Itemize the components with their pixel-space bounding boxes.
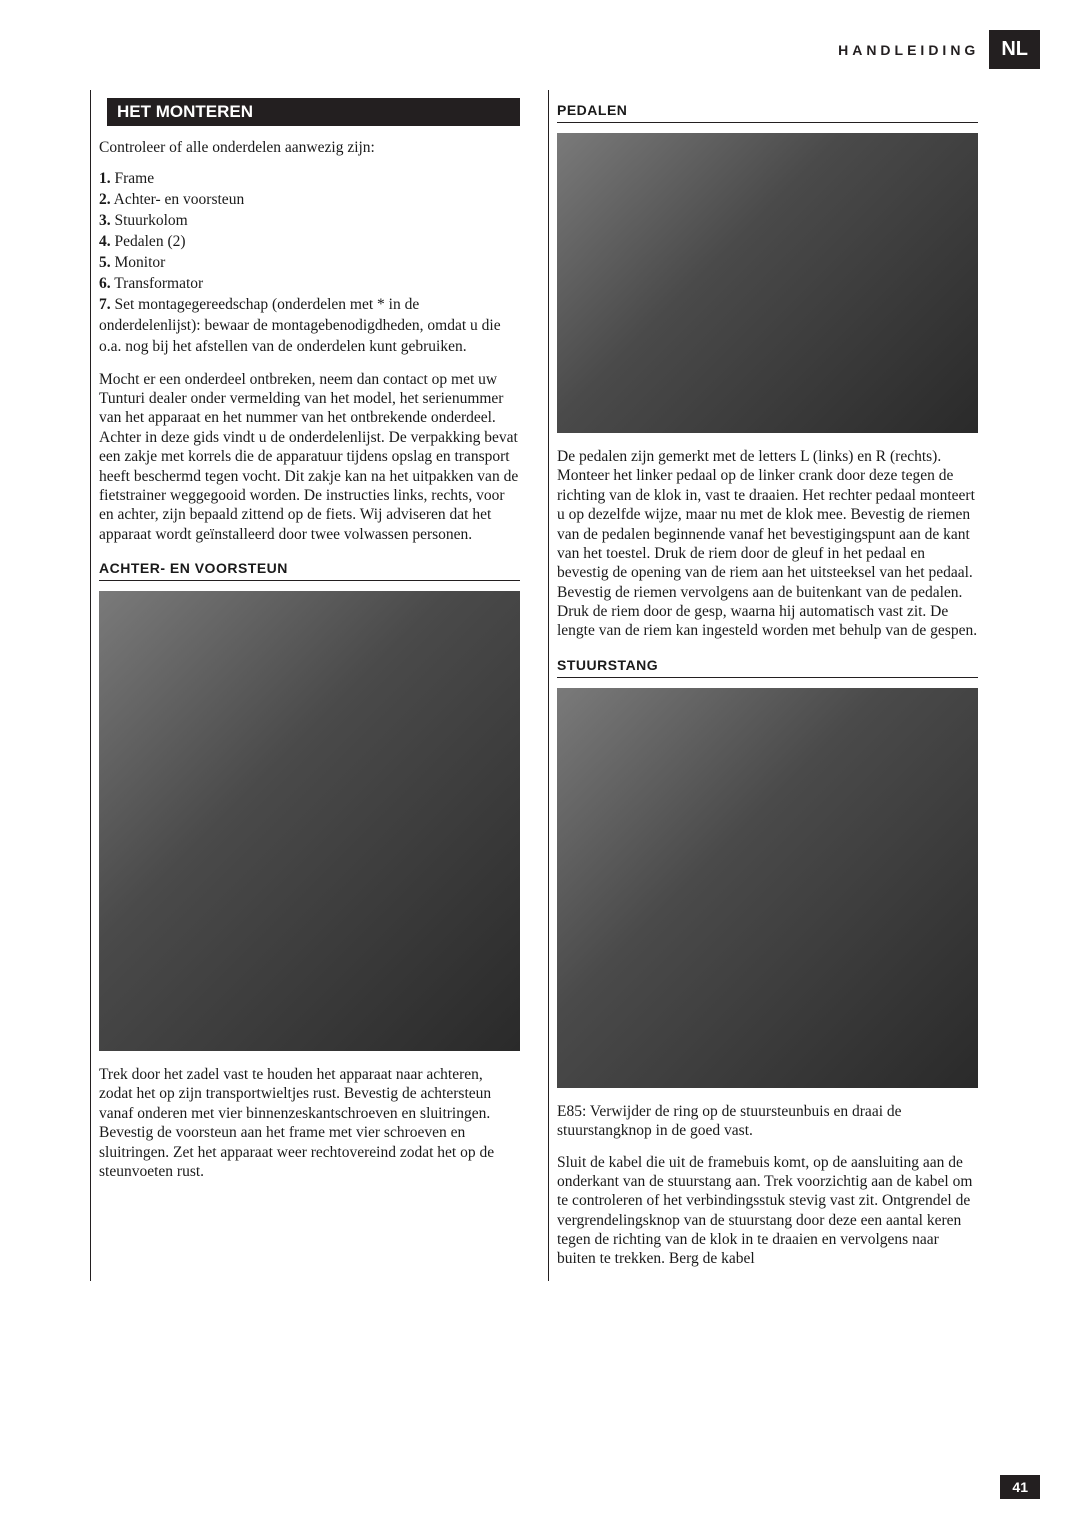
left-column: HET MONTEREN Controleer of alle onderdel…	[90, 90, 520, 1281]
part-label: Stuurkolom	[115, 212, 188, 229]
image-stuurstang	[557, 688, 978, 1088]
section-title-monteren: HET MONTEREN	[107, 98, 520, 126]
stuurstang-text-1: E85: Verwijder de ring op de stuursteunb…	[557, 1102, 978, 1141]
part-item: 5. Monitor	[99, 253, 520, 274]
missing-parts-text: Mocht er een onderdeel ontbreken, neem d…	[99, 370, 520, 544]
part-num: 5.	[99, 254, 111, 271]
part-num: 4.	[99, 233, 111, 250]
image-pedalen	[557, 133, 978, 433]
manual-page: HANDLEIDING NL HET MONTEREN Controleer o…	[0, 0, 1080, 1527]
stuurstang-text-2: Sluit de kabel die uit de framebuis komt…	[557, 1153, 978, 1269]
language-tab: NL	[989, 30, 1040, 69]
page-header: HANDLEIDING NL	[838, 30, 1040, 69]
part-item-7: 7. Set montagegereedschap (onderdelen me…	[99, 295, 520, 358]
right-column: PEDALEN De pedalen zijn gemerkt met de l…	[548, 90, 978, 1281]
subheading-pedalen: PEDALEN	[557, 98, 978, 123]
page-number: 41	[1000, 1475, 1040, 1499]
part-label: Achter- en voorsteun	[114, 191, 245, 208]
image-achtersteun	[99, 591, 520, 1051]
part-num: 1.	[99, 170, 111, 187]
achter-text: Trek door het zadel vast te houden het a…	[99, 1065, 520, 1181]
part-item: 4. Pedalen (2)	[99, 232, 520, 253]
part-num: 2.	[99, 191, 111, 208]
intro-text: Controleer of alle onderdelen aanwezig z…	[99, 138, 520, 157]
part-item: 2. Achter- en voorsteun	[99, 190, 520, 211]
pedalen-text: De pedalen zijn gemerkt met de letters L…	[557, 447, 978, 641]
part-label: Monitor	[115, 254, 166, 271]
part-label: Transformator	[114, 275, 203, 292]
content-columns: HET MONTEREN Controleer of alle onderdel…	[90, 90, 990, 1281]
part-label: Pedalen (2)	[115, 233, 186, 250]
part-label: Set montagegereedschap (onderdelen met *…	[99, 296, 501, 355]
left-column-inner: HET MONTEREN Controleer of alle onderdel…	[91, 90, 520, 1193]
parts-list: 1. Frame 2. Achter- en voorsteun 3. Stuu…	[99, 169, 520, 357]
part-num: 7.	[99, 296, 111, 313]
part-item: 1. Frame	[99, 169, 520, 190]
part-num: 6.	[99, 275, 111, 292]
subheading-stuurstang: STUURSTANG	[557, 653, 978, 678]
part-label: Frame	[115, 170, 155, 187]
part-item: 6. Transformator	[99, 274, 520, 295]
subheading-achter: ACHTER- EN VOORSTEUN	[99, 556, 520, 581]
right-column-inner: PEDALEN De pedalen zijn gemerkt met de l…	[549, 90, 978, 1281]
header-label: HANDLEIDING	[838, 42, 979, 58]
part-num: 3.	[99, 212, 111, 229]
part-item: 3. Stuurkolom	[99, 211, 520, 232]
